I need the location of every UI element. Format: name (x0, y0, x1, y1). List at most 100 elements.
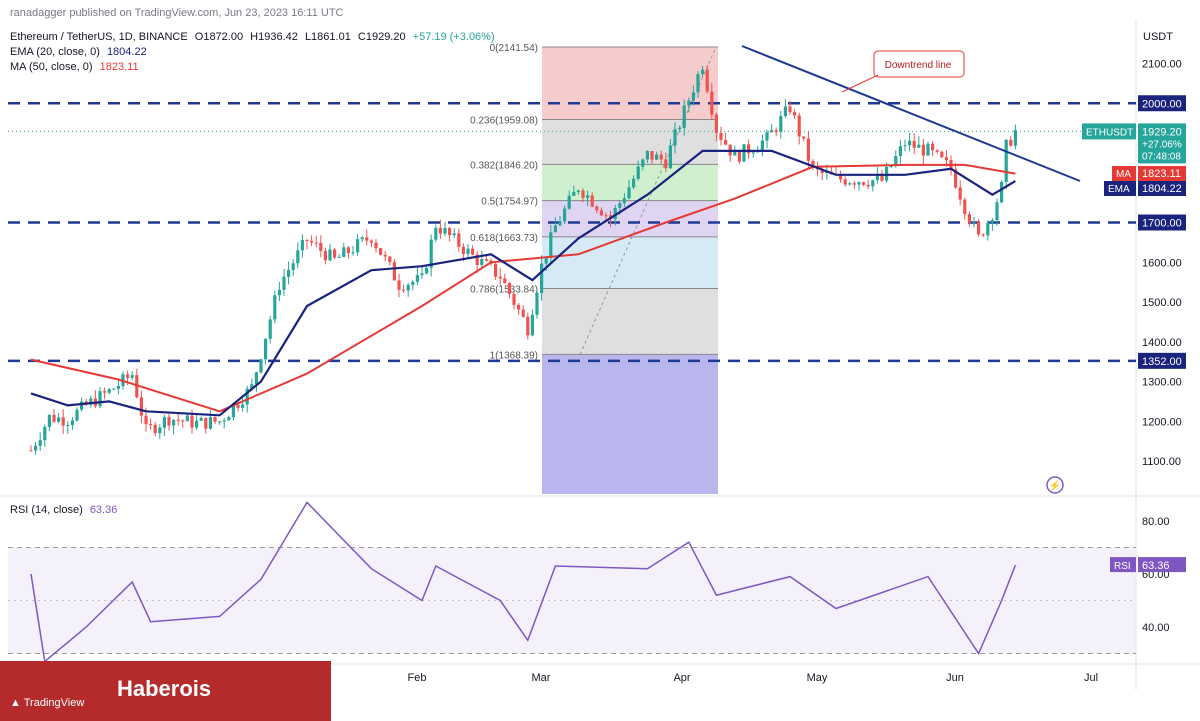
candle (415, 266, 419, 286)
candle-body (38, 440, 42, 446)
candle-body (995, 202, 999, 221)
candle-body (719, 132, 723, 140)
ticker-tag-bg (1082, 123, 1136, 140)
candle (912, 133, 916, 155)
candle-body (806, 138, 810, 161)
rsi-legend[interactable]: RSI (14, close) 63.36 (10, 503, 121, 517)
ohlc-low: L1861.01 (304, 31, 351, 43)
candle-body (839, 174, 843, 180)
ma50-line (30, 163, 1016, 413)
candle-body (434, 227, 438, 240)
fib-zone (542, 236, 718, 289)
published-line: ranadagger published on TradingView.com,… (10, 6, 347, 20)
candle (57, 413, 61, 424)
candle-body (112, 388, 116, 390)
candle (512, 291, 516, 310)
candle-body (323, 250, 327, 261)
candle-body (149, 424, 153, 426)
last-price-tag-bg (1138, 123, 1186, 164)
candle-body (484, 259, 488, 261)
candle-body (452, 233, 456, 236)
candle-body (977, 221, 981, 235)
candle (158, 424, 162, 440)
candle (176, 412, 180, 426)
candle-body (921, 144, 925, 156)
candle-body (305, 239, 309, 241)
symbol-title[interactable]: Ethereum / TetherUS, 1D, BINANCE (10, 31, 188, 43)
fib-level-label: 1(1368.39) (490, 350, 538, 361)
ema-legend[interactable]: EMA (20, close, 0) 1804.22 (10, 45, 151, 59)
ohlc-change: +57.19 (+3.06%) (412, 31, 495, 43)
candle-body (599, 210, 603, 216)
candle-body (383, 254, 387, 257)
candle (277, 281, 281, 301)
tradingview-logo[interactable]: ▲ TradingView (10, 697, 84, 709)
level-tag-label: 2000.00 (1142, 98, 1182, 110)
candle-body (360, 237, 364, 240)
candle-body (388, 256, 392, 263)
candle (70, 416, 74, 430)
candle-body (471, 248, 475, 255)
annotation-pointer (841, 74, 879, 93)
candle (438, 219, 442, 240)
level-tag-bg (1138, 352, 1186, 369)
candle (448, 226, 452, 242)
candle-body (521, 309, 525, 317)
candle-body (526, 316, 530, 336)
ma-tag-name-bg (1112, 166, 1136, 181)
candle-body (645, 151, 649, 160)
rsi-line (30, 501, 1017, 663)
candle (728, 144, 732, 163)
candle (898, 139, 902, 164)
published-text: ranadagger published on TradingView.com,… (10, 7, 344, 19)
candle-body (80, 401, 84, 410)
candle-body (494, 263, 498, 277)
candle (857, 181, 861, 191)
candle (130, 371, 134, 381)
candle-body (374, 242, 378, 249)
candle-body (356, 239, 360, 253)
candle-body (701, 69, 705, 75)
candle (66, 421, 70, 434)
candle-body (857, 182, 861, 185)
candle-body (774, 130, 778, 132)
time-axis-label: Mar (532, 672, 551, 684)
candle-body (457, 233, 461, 247)
candle-body (130, 375, 134, 378)
time-axis-label: May (807, 672, 828, 684)
candle (581, 188, 585, 203)
candle-body (57, 417, 61, 422)
candle (599, 207, 603, 217)
candle (958, 180, 962, 206)
candle-body (29, 450, 33, 452)
candle (466, 244, 470, 259)
candle-body (282, 276, 286, 290)
candle-body (760, 140, 764, 151)
candle-body (227, 417, 231, 421)
candle-body (236, 404, 240, 408)
fib-level-label: 0.786(1533.84) (470, 285, 538, 296)
candle (34, 442, 38, 455)
time-axis-label: Feb (408, 672, 427, 684)
candle-body (770, 130, 774, 133)
candle (1013, 124, 1017, 150)
candle-body (162, 417, 166, 428)
candle (553, 217, 557, 233)
candle (903, 139, 907, 152)
candle-body (788, 106, 792, 113)
candle (231, 404, 235, 421)
candle-body (590, 195, 594, 207)
candle (705, 65, 709, 94)
candle-body (917, 144, 921, 148)
fib-zone (542, 119, 718, 165)
candle (342, 242, 346, 258)
candle (558, 216, 562, 226)
candle-body (397, 280, 401, 290)
candle-body (208, 417, 212, 429)
candle (1009, 136, 1013, 147)
price-tick-label: 1600.00 (1142, 257, 1182, 269)
ma-legend[interactable]: MA (50, close, 0) 1823.11 (10, 60, 143, 74)
candle (494, 263, 498, 280)
candle-body (438, 227, 442, 234)
candle (995, 198, 999, 226)
